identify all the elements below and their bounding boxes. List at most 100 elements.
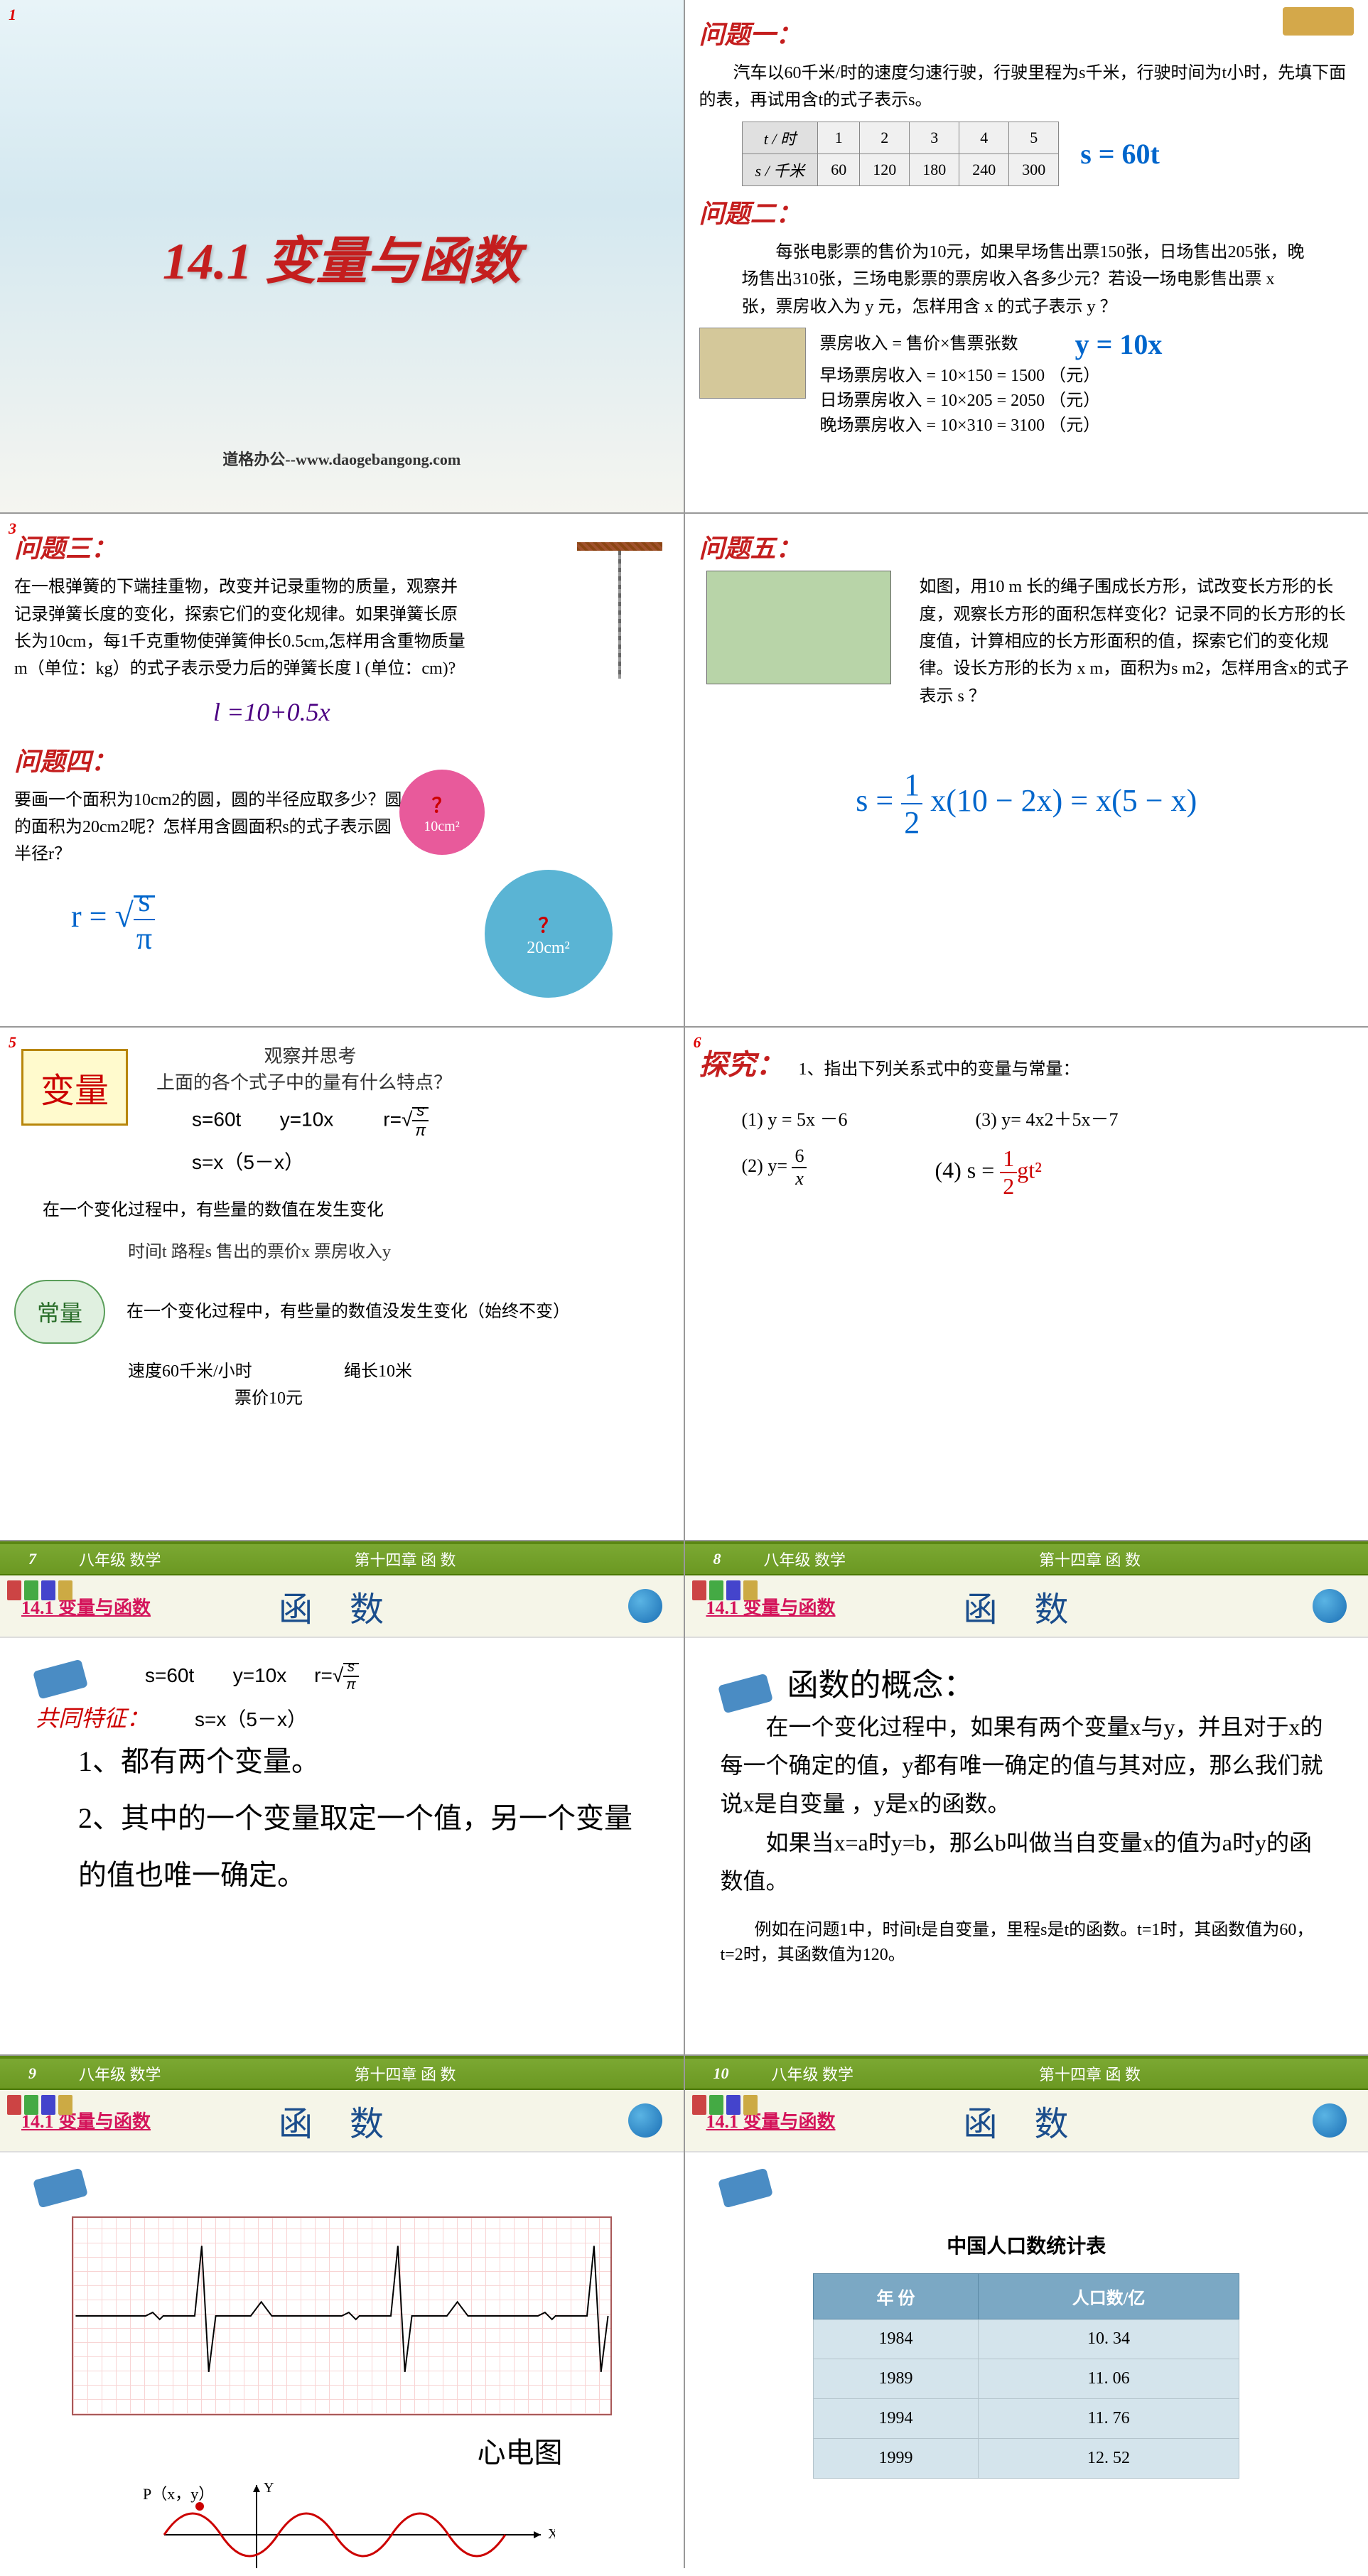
slide-1-title: 1 14.1 变量与函数 道格办公--www.daogebangong.com — [0, 0, 684, 512]
grade-label: 八年级 数学 — [79, 2062, 161, 2085]
concept-title: 函数的概念： — [787, 1668, 975, 1703]
green-header-bar: 7 八年级 数学 第十四章 函 数 — [0, 1541, 684, 1575]
slide-number: 6 — [694, 1033, 701, 1052]
x-axis-label: X — [548, 2526, 555, 2542]
green-header-bar: 8 八年级 数学 第十四章 函 数 — [685, 1541, 1368, 1575]
cell: 11. 76 — [978, 2398, 1239, 2438]
cell: 300 — [1009, 153, 1059, 185]
globe-icon — [1313, 1589, 1347, 1623]
toolbar-icons — [692, 2095, 758, 2115]
feature-point-2: 2、其中的一个变量取定一个值，另一个变量的值也唯一确定。 — [78, 1790, 648, 1904]
question-4-header: 问题四： — [14, 741, 669, 778]
globe-icon — [628, 2103, 662, 2138]
problem-2: (2) y= 6x — [742, 1146, 807, 1200]
cell: 5 — [1009, 122, 1059, 153]
pen-icon — [33, 1659, 88, 1700]
green-subheader: 14.1 变量与函数 函 数 — [0, 2090, 684, 2152]
distance-table: t / 时 1 2 3 4 5 s / 千米 60 120 180 240 30… — [742, 122, 1060, 186]
chapter-label: 第十四章 函 数 — [354, 1548, 456, 1570]
circle-10cm2: ？ 10cm² — [399, 770, 485, 855]
const-ex-speed: 速度60千米/小时 — [128, 1358, 341, 1385]
table-header-s: s / 千米 — [742, 153, 818, 185]
qmark-icon: ？ — [538, 910, 558, 939]
cell: 10. 34 — [978, 2319, 1239, 2359]
green-subheader: 14.1 变量与函数 函 数 — [685, 1575, 1368, 1638]
slide-4-rectangle: 4 问题五： 如图，用10 m 长的绳子围成长方形，试改变长方形的长度，观察长方… — [685, 514, 1368, 1026]
ship-icon — [1283, 7, 1354, 36]
explore-header: 探究： — [699, 1042, 785, 1083]
question-5-header: 问题五： — [699, 528, 1354, 565]
equation-spring: l =10+0.5x — [213, 697, 669, 727]
pen-icon — [33, 2167, 88, 2208]
question-3-text: 在一根弹簧的下端挂重物，改变并记录重物的质量，观察并记录弹簧长度的变化，探索它们… — [14, 573, 473, 683]
slide-number: 9 — [28, 2064, 36, 2083]
slide-5-variables: 5 变量 观察并思考 上面的各个式子中的量有什么特点？ s=60t y=10x … — [0, 1028, 684, 1540]
ecg-chart — [72, 2216, 612, 2415]
const-ex-price: 票价10元 — [235, 1385, 669, 1412]
variable-box-label: 变量 — [21, 1049, 128, 1126]
cell: 1 — [818, 122, 860, 153]
cell: 180 — [910, 153, 959, 185]
pen-icon — [718, 1673, 773, 1713]
calc-evening: 晚场票房收入 = 10×310 = 3100 （元） — [820, 411, 1163, 436]
toolbar-icons — [7, 2095, 72, 2115]
eq-sx5x: s=x（5－x） — [195, 1708, 307, 1730]
constant-cloud-label: 常量 — [14, 1280, 105, 1344]
globe-icon — [1313, 2103, 1347, 2138]
question-5-text: 如图，用10 m 长的绳子围成长方形，试改变长方形的长度，观察长方形的面积怎样变… — [920, 573, 1354, 710]
eq-row-1: s=60t y=10x r=√sπ — [192, 1101, 429, 1140]
equation-y10x: y = 10x — [1075, 328, 1163, 361]
slide-number: 7 — [28, 1550, 36, 1568]
toolbar-icons — [692, 1580, 758, 1600]
question-2-text: 每张电影票的售价为10元，如果早场售出票150张，日场售出205张，晚场售出31… — [699, 239, 1354, 320]
cell: 2 — [860, 122, 910, 153]
chapter-label: 第十四章 函 数 — [354, 2062, 456, 2085]
rectangle-image — [706, 571, 891, 684]
globe-icon — [628, 1589, 662, 1623]
slide-number: 3 — [9, 519, 16, 538]
function-title: 函 数 — [279, 2096, 398, 2145]
calc-day: 日场票房收入 = 10×205 = 2050 （元） — [820, 386, 1163, 411]
variable-definition: 在一个变化过程中，有些量的数值在发生变化 — [43, 1197, 641, 1224]
population-table: 年 份人口数/亿 198410. 34 198911. 06 199411. 7… — [813, 2273, 1239, 2479]
slide-6-explore: 6 探究： 1、指出下列关系式中的变量与常量： (1) y = 5x －6 (3… — [685, 1028, 1368, 1540]
slide-9-ecg: 9 八年级 数学 第十四章 函 数 14.1 变量与函数 函 数 心电图 X Y… — [0, 2056, 684, 2568]
common-features-label: 共同特征： — [36, 1705, 149, 1731]
const-ex-rope: 绳长10米 — [344, 1358, 412, 1385]
circle-label: 20cm² — [527, 939, 570, 958]
green-subheader: 14.1 变量与函数 函 数 — [685, 2090, 1368, 2152]
cell: 11. 06 — [978, 2359, 1239, 2398]
concept-example: 例如在问题1中，时间t是自变量，里程s是t的函数。t=1时，其函数值为60，t=… — [721, 1915, 1333, 1965]
cell: 4 — [959, 122, 1009, 153]
function-title: 函 数 — [964, 2096, 1083, 2145]
point-p-label: P（x，y） — [143, 2485, 214, 2503]
eq-y10x: y=10x — [280, 1109, 334, 1131]
cell: 1984 — [814, 2319, 979, 2359]
equation-area: s = 12 x(10 − 2x) = x(5 − x) — [699, 767, 1354, 841]
cell: 1994 — [814, 2398, 979, 2438]
function-title: 函 数 — [964, 1581, 1083, 1631]
circle-20cm2: ？ 20cm² — [485, 870, 613, 998]
cell: 1989 — [814, 2359, 979, 2398]
slide-2-problems: 2 问题一： 汽车以60千米/时的速度匀速行驶，行驶里程为s千米，行驶时间为t小… — [685, 0, 1368, 512]
concept-body-2: 如果当x=a时y=b，那么b叫做当自变量x的值为a时y的函数值。 — [721, 1823, 1333, 1901]
explore-instruction: 1、指出下列关系式中的变量与常量： — [799, 1056, 1080, 1083]
footer-credit: 道格办公--www.daogebangong.com — [222, 447, 461, 470]
toolbar-icons — [7, 1580, 72, 1600]
eq-line-1: s=60t y=10x r=√sπ — [145, 1664, 359, 1686]
question-1-text: 汽车以60千米/时的速度匀速行驶，行驶里程为s千米，行驶时间为t小时，先填下面的… — [699, 60, 1354, 114]
revenue-formula-label: 票房收入 = 售价×售票张数 — [820, 330, 1018, 357]
cell: 120 — [860, 153, 910, 185]
problem-3: (3) y= 4x2＋5x－7 — [975, 1105, 1118, 1131]
ecg-label: 心电图 — [36, 2430, 563, 2471]
grade-label: 八年级 数学 — [764, 1548, 846, 1570]
slide-number: 10 — [713, 2064, 729, 2083]
green-subheader: 14.1 变量与函数 函 数 — [0, 1575, 684, 1638]
observe-title: 观察并思考 — [156, 1042, 464, 1068]
chapter-label: 第十四章 函 数 — [1039, 2062, 1141, 2085]
green-header-bar: 10 八年级 数学 第十四章 函 数 — [685, 2056, 1368, 2090]
slide-number: 8 — [713, 1550, 721, 1568]
main-title: 14.1 变量与函数 — [163, 219, 521, 293]
population-table-title: 中国人口数统计表 — [721, 2231, 1333, 2259]
problem-4: (4) s = 12gt² — [935, 1146, 1041, 1200]
